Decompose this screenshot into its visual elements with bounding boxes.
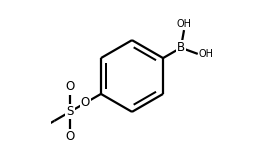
Text: O: O <box>65 80 74 93</box>
Text: O: O <box>81 96 90 109</box>
Text: OH: OH <box>199 49 214 59</box>
Text: O: O <box>65 130 74 143</box>
Text: OH: OH <box>177 19 191 29</box>
Text: S: S <box>66 105 74 118</box>
Text: B: B <box>177 41 185 54</box>
